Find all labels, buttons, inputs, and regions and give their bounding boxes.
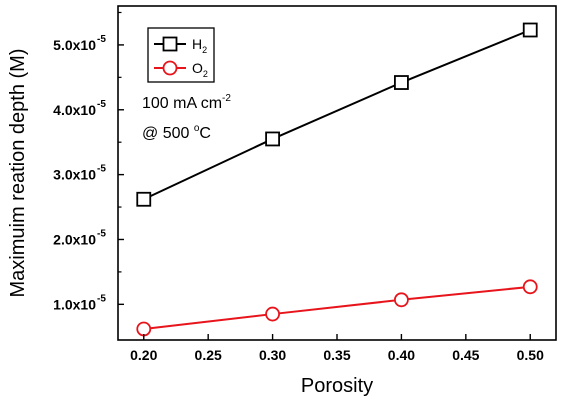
- annotation-current-sup: -2: [222, 93, 231, 104]
- x-tick-label: 0.40: [388, 347, 415, 363]
- y-tick-label: 1.0x10: [53, 296, 96, 312]
- y-tick-exponent: -5: [97, 293, 106, 304]
- series-line-h2: [143, 29, 531, 201]
- data-point-o2: [522, 279, 538, 295]
- data-point-h2: [265, 131, 280, 147]
- x-tick-label: 0.35: [323, 347, 350, 363]
- data-point-o2: [265, 306, 280, 322]
- x-tick-label: 0.50: [517, 347, 544, 363]
- plot-area: 0.20 0.25 0.30 0.35 0.40 0.45 0.50 1.0x10 -52.0…: [53, 5, 557, 363]
- annotation: 100 mA cm-2 @ 500 oC: [142, 93, 231, 142]
- y-axis-ticks: 1.0x10 -52.0x10 -53.0x10 -54.0x10 -55.0x10 -5: [53, 11, 124, 312]
- series-line-o2: [143, 285, 531, 330]
- y-tick-exponent: -5: [97, 99, 106, 110]
- x-tick-label: 0.20: [130, 347, 157, 363]
- x-axis-ticks: 0.20 0.25 0.30 0.35 0.40 0.45 0.50: [130, 334, 544, 363]
- data-point-o2: [394, 292, 409, 308]
- annotation-temperature: @ 500 oC: [142, 123, 211, 142]
- y-tick-label: 3.0x10: [53, 167, 96, 183]
- x-tick-label: 0.30: [259, 347, 286, 363]
- y-tick-exponent: -5: [97, 164, 106, 175]
- annotation-current-main: 100 mA cm: [142, 95, 222, 112]
- y-tick-exponent: -5: [97, 228, 106, 239]
- x-tick-label: 0.45: [452, 347, 479, 363]
- y-tick-label: 2.0x10: [53, 231, 96, 247]
- data-point-h2: [394, 75, 409, 90]
- legend-marker: [162, 36, 178, 52]
- data-point-o2: [136, 321, 152, 337]
- legend-marker: [162, 60, 178, 76]
- y-axis-title: Maximuim reation depth (M): [7, 49, 29, 298]
- data-point-h2: [136, 191, 152, 207]
- annotation-temp-pre: @ 500: [142, 125, 194, 142]
- x-tick-label: 0.25: [195, 347, 222, 363]
- annotation-current-density: 100 mA cm-2: [142, 93, 231, 112]
- y-tick-label: 4.0x10: [53, 102, 96, 118]
- annotation-temp-sup: o: [194, 123, 200, 134]
- y-tick-label: 5.0x10: [53, 37, 96, 53]
- x-axis-title: Porosity: [301, 375, 373, 397]
- y-tick-exponent: -5: [97, 34, 106, 45]
- data-point-h2: [522, 22, 538, 38]
- legend-box: [147, 27, 215, 83]
- annotation-temp-post: C: [199, 125, 211, 142]
- series-layer: [136, 22, 538, 337]
